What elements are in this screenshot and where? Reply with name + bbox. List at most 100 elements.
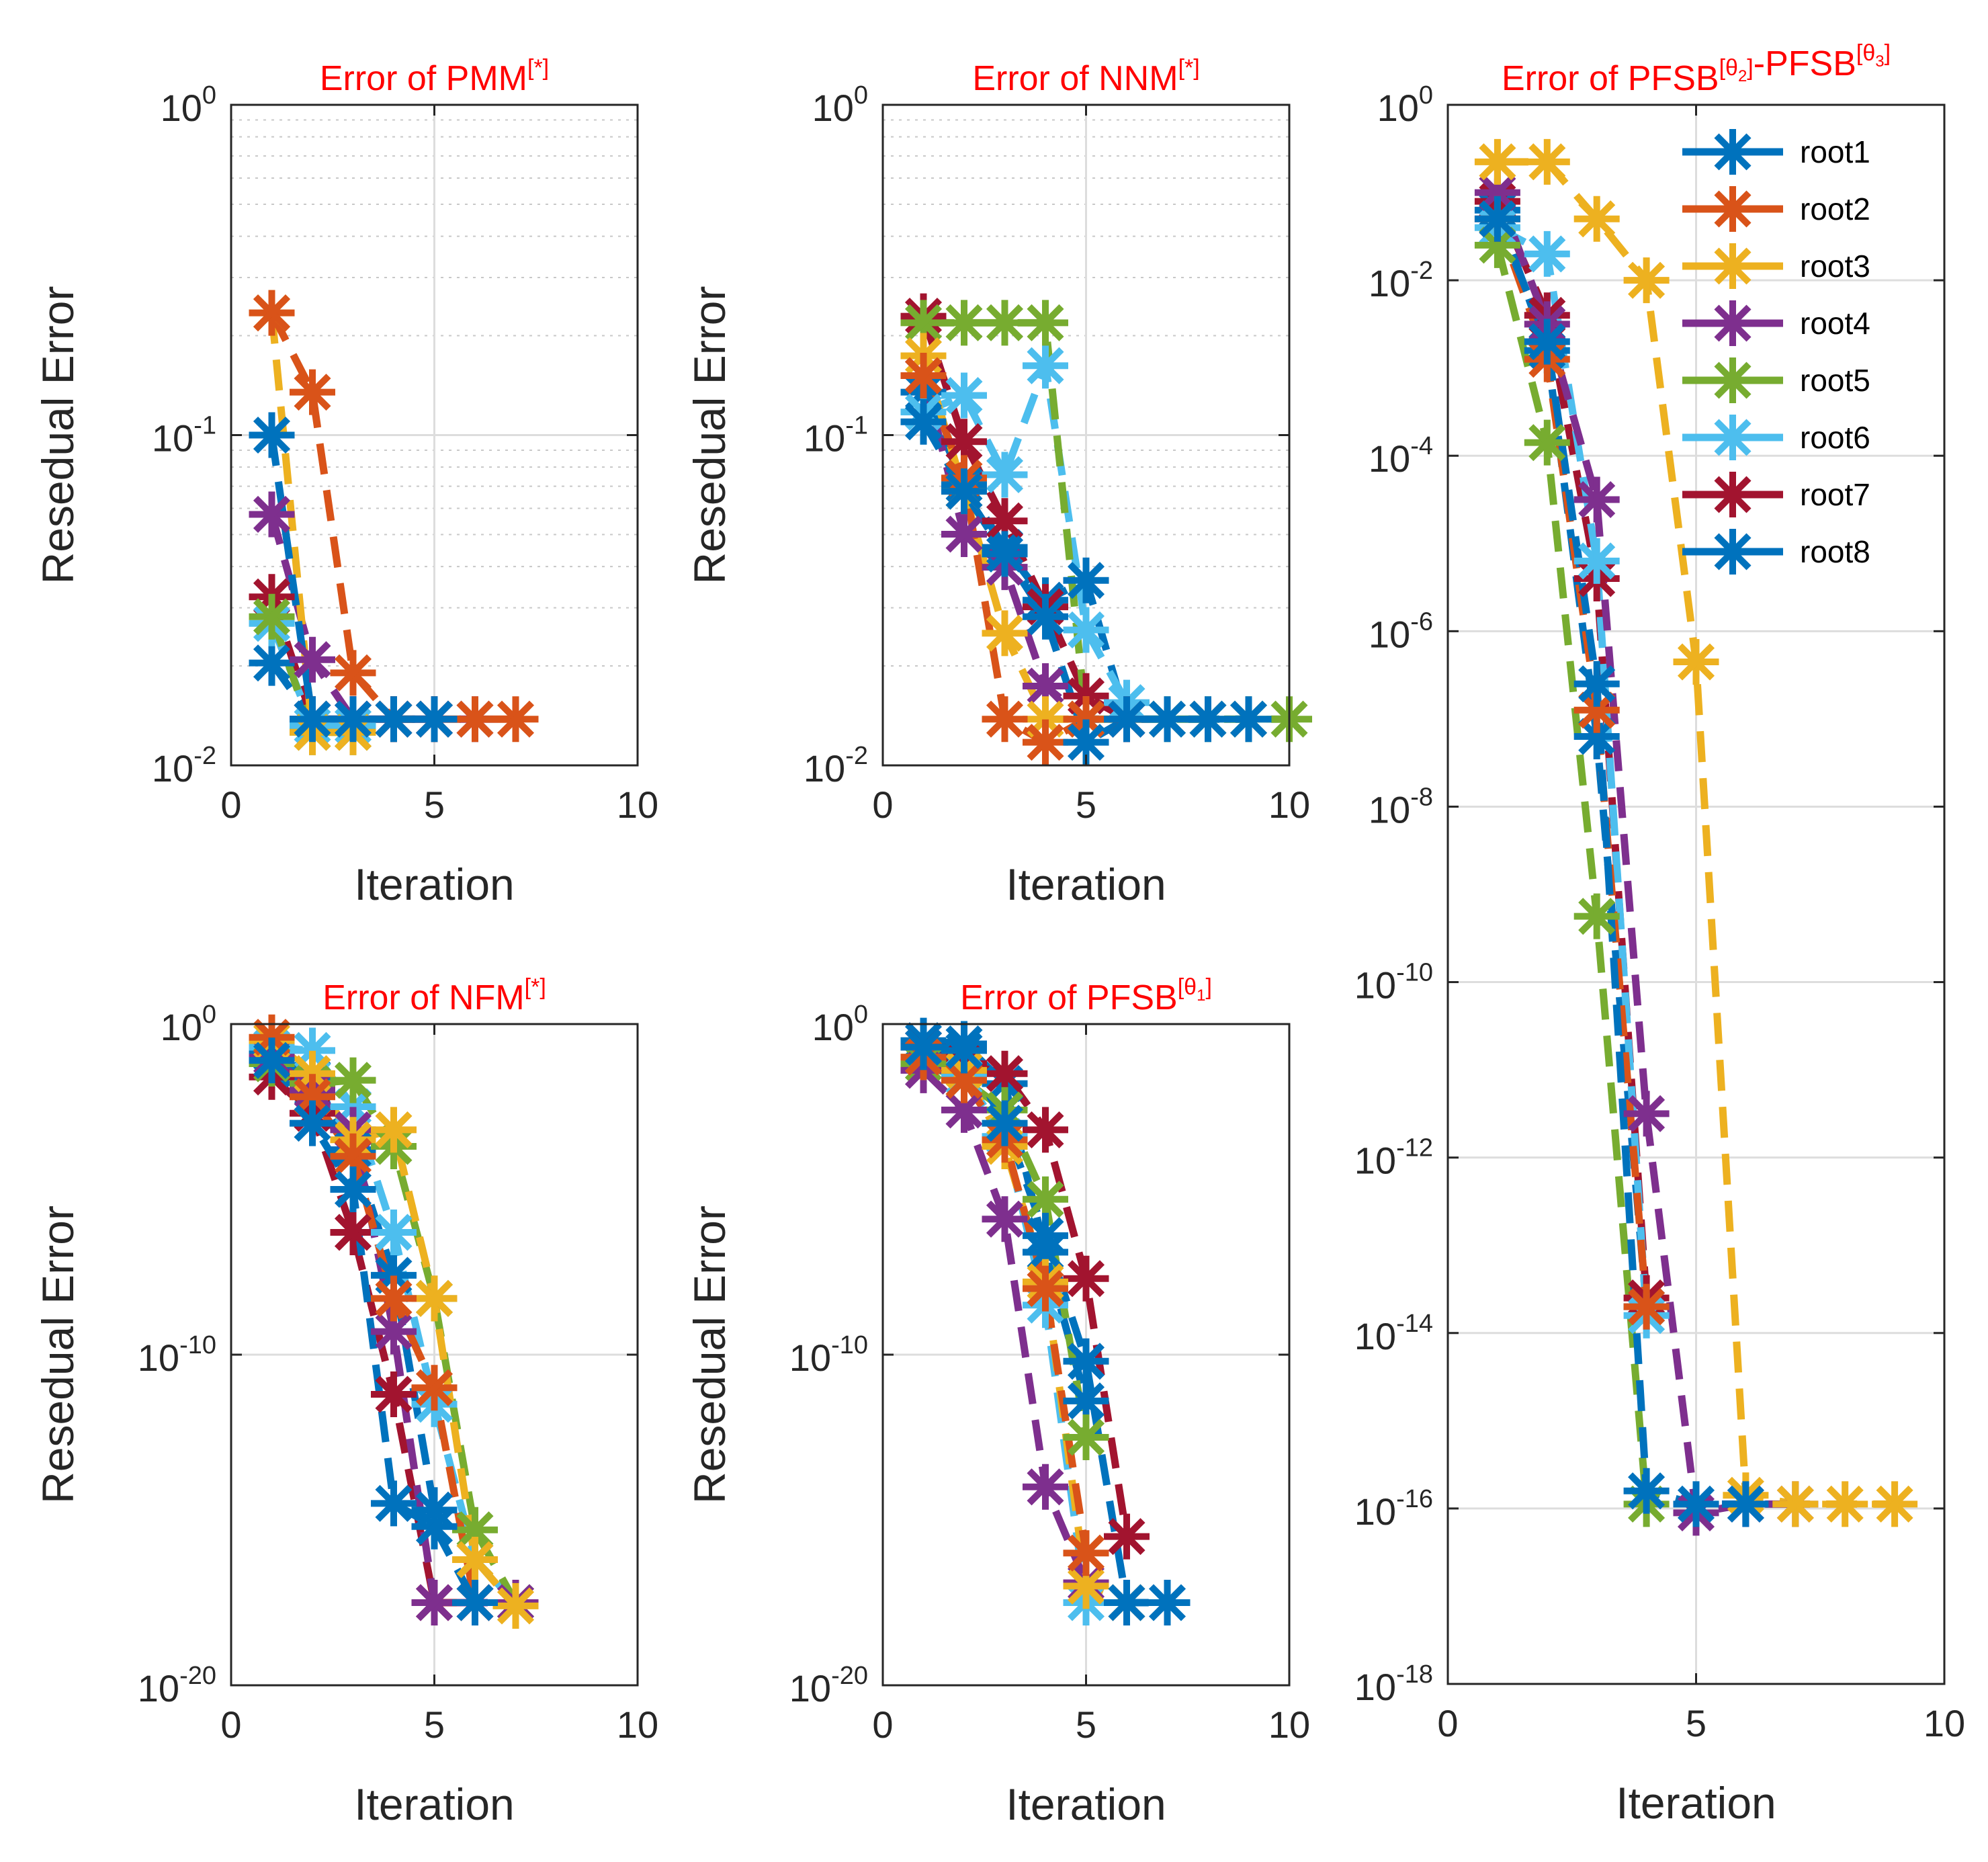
y-tick-label: 10-18 [1354, 1660, 1433, 1708]
axes-box [881, 103, 1291, 767]
series [900, 293, 1312, 765]
ticks: 10-20 10-10 100 0 5 10 [138, 1001, 658, 1746]
data-point-root7 [1023, 1107, 1068, 1153]
y-axis-label: Resedual Error [33, 1205, 83, 1504]
data-point-root5 [1023, 1176, 1068, 1222]
data-point-root2 [1023, 719, 1068, 765]
data-point-root3 [452, 1537, 498, 1582]
x-axis-label: Iteration [354, 1779, 514, 1829]
data-point-root1 [249, 1038, 295, 1084]
ticks: 10-2 10-1 100 0 5 10 [152, 81, 658, 826]
data-point-root6 [982, 452, 1028, 498]
data-point-root5 [249, 593, 295, 640]
data-point-root5 [1573, 893, 1620, 939]
series [1474, 138, 1918, 1536]
data-point-root6 [1063, 607, 1109, 653]
data-point-root1 [1144, 1580, 1191, 1625]
y-tick-label: 10-14 [1354, 1310, 1433, 1357]
data-point-root5 [1524, 419, 1570, 466]
data-point-root2 [452, 696, 498, 743]
data-point-root1 [1225, 696, 1272, 743]
data-point-root1 [1104, 696, 1150, 743]
x-tick-label: 0 [220, 784, 241, 826]
panel-pfsb23: 10-18 10-16 10-14 10-12 10-10 10-8 10-6 10-4 10-… [1354, 40, 1965, 1828]
legend-label: root5 [1800, 363, 1870, 398]
data-point-root2 [371, 1275, 417, 1322]
data-point-root2 [290, 1074, 335, 1120]
x-tick-label: 10 [617, 1703, 658, 1746]
legend-label: root1 [1800, 134, 1870, 169]
ticks: 10-18 10-16 10-14 10-12 10-10 10-8 10-6 10-4 10-… [1354, 81, 1965, 1744]
data-point-root6 [1023, 343, 1068, 389]
data-point-root3 [1673, 639, 1719, 685]
legend-label: root2 [1800, 192, 1870, 226]
data-point-root4 [1623, 1091, 1670, 1137]
panel-pfsb1: 10-20 10-10 100 0 5 10 Iteration Resedual Error… [685, 974, 1310, 1829]
data-point-root4 [249, 491, 295, 538]
data-point-root1 [1063, 1338, 1109, 1384]
legend-item-root8: root8 [1682, 529, 1870, 575]
data-point-root1 [330, 1167, 376, 1212]
series [249, 1014, 539, 1629]
legend-item-root3: root3 [1682, 243, 1870, 289]
series [249, 290, 539, 755]
x-tick-label: 5 [1076, 1703, 1096, 1746]
y-tick-label: 10-2 [804, 742, 868, 790]
data-point-root4 [982, 1196, 1028, 1242]
legend-item-root7: root7 [1682, 472, 1870, 517]
chart-title: Error of NFM[*] [322, 974, 546, 1017]
data-point-root7 [371, 1371, 417, 1417]
data-point-root1 [1063, 719, 1109, 765]
legend-marker [1710, 529, 1756, 575]
chart-title: Error of NNM[*] [972, 55, 1199, 98]
legend-label: root3 [1800, 249, 1870, 284]
data-point-root3 [1623, 257, 1670, 304]
x-axis-label: Iteration [1006, 859, 1166, 909]
legend-item-root4: root4 [1682, 300, 1870, 346]
x-tick-label: 0 [872, 1703, 893, 1746]
data-point-root5 [330, 1057, 376, 1103]
data-point-root3 [371, 1107, 417, 1153]
data-point-root2 [1063, 1530, 1109, 1576]
data-point-root1 [900, 1024, 947, 1070]
y-tick-label: 10-20 [138, 1662, 216, 1709]
grid [231, 1024, 638, 1685]
ticks: 10-2 10-1 100 0 5 10 [804, 81, 1310, 826]
data-point-root2 [330, 650, 376, 696]
data-point-root2 [1023, 1265, 1068, 1312]
legend-marker [1710, 415, 1756, 460]
x-tick-label: 10 [1268, 784, 1310, 826]
data-point-root3 [1063, 1563, 1109, 1609]
series-line-root7 [920, 314, 1129, 722]
y-tick-label: 10-20 [789, 1662, 868, 1709]
series [900, 1017, 1191, 1625]
data-point-root3 [1872, 1481, 1918, 1527]
data-point-root1 [1023, 593, 1068, 640]
x-axis-label: Iteration [354, 859, 514, 909]
y-tick-label: 10-4 [1369, 432, 1433, 480]
legend: root1 root2 root3 root4 root5 root6 root7 root8 [1682, 129, 1870, 575]
data-point-root1 [982, 531, 1028, 577]
y-tick-label: 10-12 [1354, 1134, 1433, 1182]
legend-item-root1: root1 [1682, 129, 1870, 175]
legend-label: root7 [1800, 477, 1870, 512]
data-point-root7 [1104, 1513, 1150, 1560]
y-tick-label: 10-8 [1369, 783, 1433, 831]
x-axis-label: Iteration [1006, 1779, 1166, 1829]
data-point-root7 [1063, 1255, 1109, 1302]
data-point-root1 [1474, 196, 1520, 242]
legend-item-root2: root2 [1682, 186, 1870, 232]
data-point-root1 [1185, 696, 1231, 743]
y-tick-label: 10-1 [152, 412, 216, 460]
legend-marker [1710, 300, 1756, 346]
data-point-root2 [249, 290, 295, 336]
data-point-root1 [452, 1580, 498, 1625]
legend-label: root8 [1800, 534, 1870, 569]
data-point-root2 [900, 353, 947, 398]
legend-item-root5: root5 [1682, 357, 1870, 403]
data-point-root4 [1573, 476, 1620, 523]
data-point-root5 [941, 300, 987, 346]
data-point-root3 [1524, 138, 1570, 185]
series-line-root6 [922, 351, 1130, 705]
